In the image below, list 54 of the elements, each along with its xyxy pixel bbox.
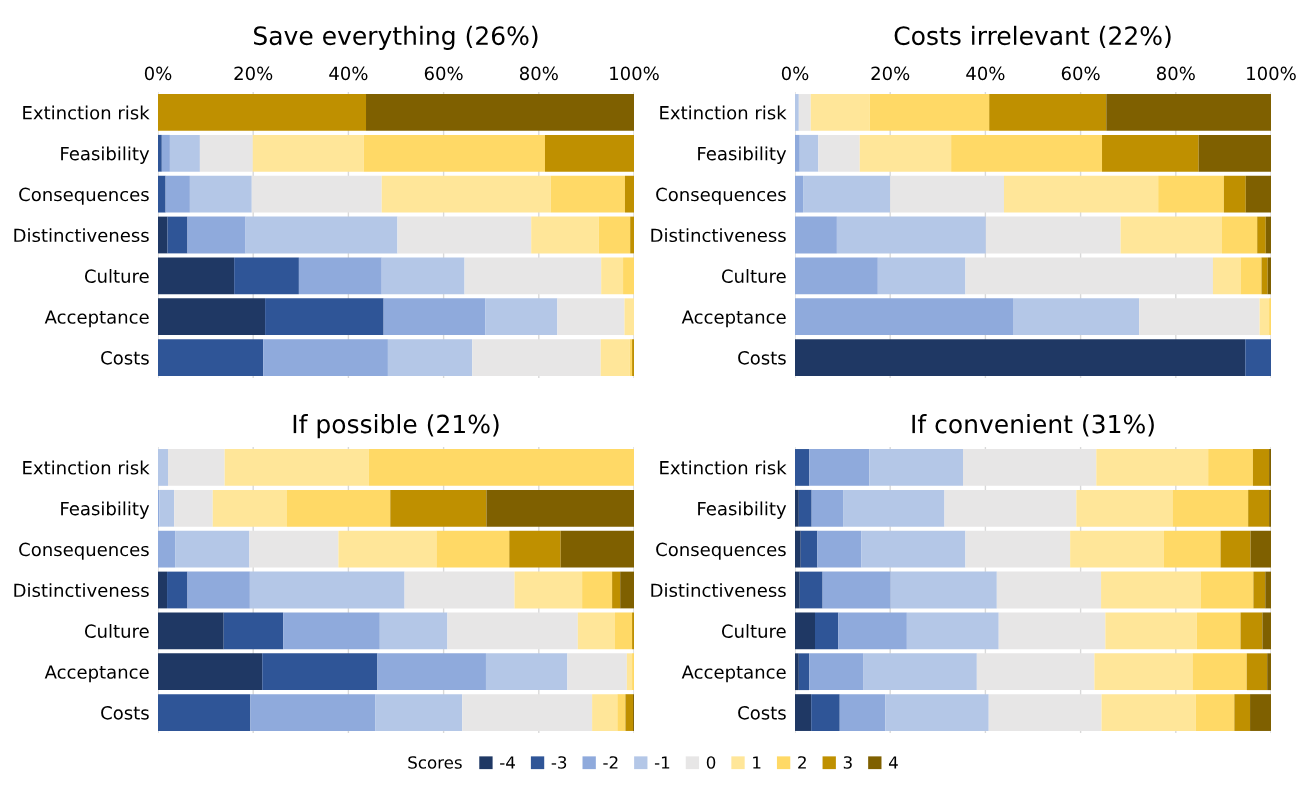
x-tick-label: 100%: [1247, 66, 1296, 81]
legend-label: -4: [500, 756, 515, 769]
legend-label: -2: [603, 756, 618, 769]
legend-label: -1: [654, 756, 670, 769]
y-tick-label: Feasibility: [698, 501, 787, 519]
y-tick-label: Costs: [101, 351, 149, 365]
legend-label: 1: [753, 756, 761, 769]
y-tick-label: Feasibility: [698, 146, 787, 164]
x-tick-label: 60%: [424, 66, 463, 81]
y-tick-label: Distinctiveness: [14, 228, 149, 243]
x-tick-label: 0%: [781, 66, 809, 81]
legend-label: 3: [843, 756, 852, 769]
y-tick-label: Extinction risk: [23, 460, 150, 475]
y-tick-label: Costs: [738, 706, 786, 720]
chart-title: If convenient (31%): [912, 414, 1154, 437]
x-tick-label: 20%: [234, 66, 273, 81]
x-tick-label: 40%: [329, 66, 368, 81]
y-tick-label: Acceptance: [44, 665, 149, 683]
x-tick-label: 80%: [1156, 66, 1195, 81]
x-tick-label: 80%: [519, 66, 558, 81]
y-tick-label: Extinction risk: [660, 460, 787, 475]
legend-title: Scores: [408, 756, 462, 769]
legend-label: 4: [888, 756, 898, 769]
y-tick-label: Consequences: [19, 542, 149, 560]
x-tick-label: 0%: [144, 66, 172, 81]
chart-title: Save everything (26%): [254, 25, 538, 50]
y-tick-label: Costs: [738, 351, 786, 365]
y-tick-label: Acceptance: [681, 310, 786, 328]
y-tick-label: Extinction risk: [23, 105, 150, 120]
y-tick-label: Culture: [84, 624, 149, 638]
y-tick-label: Acceptance: [44, 310, 149, 328]
y-tick-label: Culture: [721, 624, 786, 638]
y-tick-label: Consequences: [656, 187, 786, 205]
y-tick-label: Culture: [84, 269, 149, 283]
y-tick-label: Feasibility: [61, 501, 150, 519]
legend-label: 0: [706, 756, 716, 769]
chart-title: If possible (21%): [293, 414, 499, 439]
x-tick-label: 60%: [1061, 66, 1100, 81]
y-tick-label: Distinctiveness: [651, 583, 786, 598]
y-tick-label: Distinctiveness: [14, 583, 149, 598]
y-tick-label: Acceptance: [681, 665, 786, 683]
y-tick-label: Distinctiveness: [651, 228, 786, 243]
x-tick-label: 40%: [966, 66, 1005, 81]
y-tick-label: Culture: [721, 269, 786, 283]
x-tick-label: 20%: [871, 66, 910, 81]
y-tick-label: Extinction risk: [660, 105, 787, 120]
x-tick-label: 100%: [610, 66, 659, 81]
y-tick-label: Feasibility: [61, 146, 150, 164]
y-tick-label: Costs: [101, 706, 149, 720]
y-tick-label: Consequences: [656, 542, 786, 560]
y-tick-label: Consequences: [19, 187, 149, 205]
legend-label: -3: [551, 756, 567, 769]
legend-label: 2: [798, 756, 806, 769]
chart-title: Costs irrelevant (22%): [894, 25, 1171, 49]
